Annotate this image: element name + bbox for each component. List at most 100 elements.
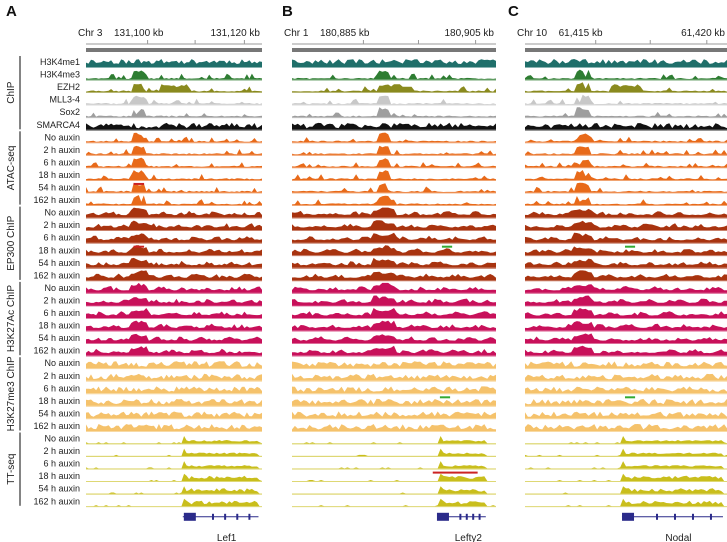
track-label: 18 h auxin: [38, 321, 80, 331]
signal-track: [86, 297, 262, 306]
gene-exon: [691, 513, 694, 520]
end-coordinate: 61,420 kb: [681, 28, 725, 39]
signal-track: [525, 270, 727, 281]
chromosome-label: Chr 3: [78, 28, 103, 39]
gene-exon: [211, 513, 214, 520]
track-label: MLL3-4: [49, 95, 80, 105]
gene-exon: [709, 513, 712, 520]
track-label: 162 h auxin: [33, 195, 80, 205]
signal-track: [525, 182, 727, 193]
signal-track: [525, 498, 727, 507]
track-label: 2 h auxin: [43, 371, 80, 381]
track-label: No auxin: [44, 358, 80, 368]
signal-track: [292, 59, 496, 67]
track-label: No auxin: [44, 434, 80, 444]
signal-track: [86, 207, 262, 218]
highlight-bar: [439, 396, 451, 399]
signal-track: [86, 373, 262, 381]
signal-track: [525, 448, 727, 457]
signal-track: [525, 321, 727, 331]
track-label: 54 h auxin: [38, 258, 80, 268]
signal-track: [86, 411, 262, 419]
chromosome-label: Chr 1: [284, 28, 309, 39]
signal-track: [292, 373, 496, 381]
track-label: SMARCA4: [36, 120, 80, 130]
signal-track: [292, 232, 496, 243]
highlight-bar: [624, 396, 636, 399]
track-label: 6 h auxin: [43, 233, 80, 243]
signal-track: [86, 182, 262, 193]
gene-exon: [622, 512, 635, 521]
signal-track: [525, 486, 727, 494]
signal-track: [525, 107, 727, 118]
signal-track: [292, 473, 496, 482]
signal-track: [525, 398, 727, 406]
panel-letter: C: [508, 3, 519, 20]
gene-exon: [224, 513, 227, 520]
signal-track: [525, 69, 727, 80]
signal-track: [292, 122, 496, 130]
signal-track: [525, 411, 727, 419]
gene-exon: [248, 513, 251, 520]
signal-track: [86, 436, 262, 444]
signal-track: [525, 333, 727, 344]
region-bar: [292, 48, 496, 52]
panel-letter: A: [6, 3, 17, 20]
track-label: 54 h auxin: [38, 484, 80, 494]
signal-track: [292, 107, 496, 118]
end-coordinate: 131,120 kb: [211, 28, 261, 39]
signal-track: [86, 145, 262, 155]
track-label: 2 h auxin: [43, 295, 80, 305]
signal-track: [525, 159, 727, 168]
signal-track: [292, 170, 496, 180]
region-bar: [86, 48, 262, 52]
track-label: EZH2: [57, 82, 80, 92]
signal-track: [525, 133, 727, 143]
signal-track: [525, 94, 727, 105]
signal-track: [86, 132, 262, 143]
highlight-bar: [624, 245, 636, 248]
signal-track: [292, 436, 496, 444]
signal-track: [292, 308, 496, 318]
signal-track: [525, 258, 727, 268]
signal-track: [292, 132, 496, 143]
track-label: 6 h auxin: [43, 459, 80, 469]
track-label: H3K4me3: [40, 70, 80, 80]
signal-track: [525, 146, 727, 155]
start-coordinate: 61,415 kb: [559, 28, 603, 39]
signal-track: [292, 183, 496, 193]
signal-track: [86, 59, 262, 67]
signal-track: [292, 84, 496, 93]
highlight-bar: [441, 245, 453, 248]
signal-track: [86, 333, 262, 344]
signal-track: [86, 83, 262, 93]
signal-track: [525, 295, 727, 306]
signal-track: [86, 498, 262, 507]
track-label: No auxin: [44, 283, 80, 293]
group-label: ChIP: [6, 81, 17, 104]
signal-track: [525, 59, 727, 67]
signal-track: [292, 195, 496, 206]
signal-track: [86, 473, 262, 482]
track-label: 2 h auxin: [43, 145, 80, 155]
signal-track: [86, 220, 262, 231]
signal-track: [525, 284, 727, 293]
track-label: H3K4me1: [40, 57, 80, 67]
signal-track: [525, 373, 727, 381]
gene-exon: [465, 513, 468, 520]
track-label: 18 h auxin: [38, 396, 80, 406]
signal-track: [525, 196, 727, 206]
signal-track: [292, 295, 496, 306]
signal-track: [86, 70, 262, 80]
signal-track: [292, 257, 496, 268]
signal-track: [86, 320, 262, 331]
signal-track: [525, 123, 727, 130]
signal-track: [86, 157, 262, 168]
signal-track: [292, 95, 496, 105]
signal-track: [86, 282, 262, 293]
chromosome-label: Chr 10: [517, 28, 547, 39]
signal-track: [292, 345, 496, 356]
gene-label: Lef1: [217, 533, 237, 542]
signal-track: [292, 361, 496, 369]
track-label: 18 h auxin: [38, 245, 80, 255]
